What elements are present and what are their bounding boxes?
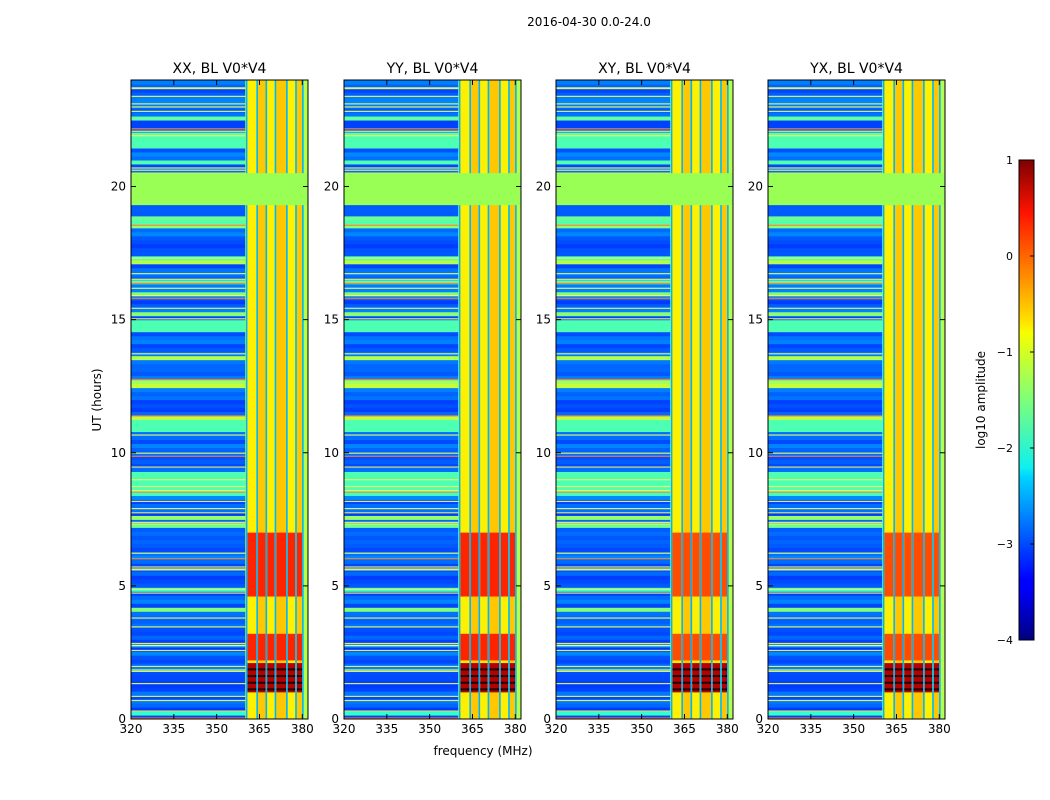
colorbar-label: log10 amplitude bbox=[974, 351, 988, 449]
x-axis-label: frequency (MHz) bbox=[433, 744, 532, 758]
colorbar-gradient bbox=[1018, 159, 1035, 641]
colorbar-tick-label: −3 bbox=[997, 538, 1013, 551]
y-tick-label: 20 bbox=[748, 180, 763, 194]
flagged-block bbox=[768, 173, 945, 206]
y-tick-label: 20 bbox=[324, 180, 339, 194]
x-tick-label: 380 bbox=[504, 722, 527, 736]
x-tick-label: 335 bbox=[587, 722, 610, 736]
panel-title: XX, BL V0*V4 bbox=[173, 61, 267, 77]
colorbar-tick-label: −1 bbox=[997, 346, 1013, 359]
y-tick-label: 10 bbox=[111, 446, 126, 460]
x-tick-label: 320 bbox=[120, 722, 143, 736]
y-tick-label: 0 bbox=[543, 712, 551, 726]
axes-frame bbox=[130, 79, 309, 720]
heatmap-cells bbox=[344, 80, 521, 719]
colorbar-tick-label: 0 bbox=[1006, 250, 1013, 263]
x-tick-label: 350 bbox=[205, 722, 228, 736]
figure-title: 2016-04-30 0.0-24.0 bbox=[527, 15, 651, 29]
x-tick-label: 365 bbox=[885, 722, 908, 736]
y-tick-label: 10 bbox=[748, 446, 763, 460]
panel-4: YX, BL V0*V4 320 335 350 365 380 0 5 10 15 20 bbox=[748, 61, 951, 736]
y-axis-label: UT (hours) bbox=[90, 368, 104, 431]
x-tick-label: 320 bbox=[757, 722, 780, 736]
panel-2: YY, BL V0*V4 320 335 350 365 380 0 5 10 15 20 bbox=[324, 61, 527, 736]
x-tick-label: 350 bbox=[630, 722, 653, 736]
flagged-block bbox=[344, 173, 521, 206]
colorbar: −4 −3 −2 −1 0 1 log10 amplitude bbox=[974, 154, 1035, 647]
x-tick-label: 365 bbox=[248, 722, 271, 736]
x-tick-label: 335 bbox=[162, 722, 185, 736]
panel-title: YX, BL V0*V4 bbox=[809, 61, 903, 77]
colorbar-tick-label: −2 bbox=[997, 442, 1013, 455]
x-tick-label: 350 bbox=[418, 722, 441, 736]
axes-frame bbox=[343, 79, 522, 720]
panel-title: XY, BL V0*V4 bbox=[598, 61, 691, 77]
x-tick-label: 380 bbox=[716, 722, 739, 736]
colorbar-tick-label: 1 bbox=[1006, 154, 1013, 167]
colorbar-ticks: −4 −3 −2 −1 0 1 bbox=[997, 154, 1034, 647]
y-tick-label: 5 bbox=[118, 579, 126, 593]
y-tick-label: 20 bbox=[536, 180, 551, 194]
y-tick-label: 0 bbox=[331, 712, 339, 726]
heatmap-cells bbox=[556, 80, 733, 719]
flagged-block bbox=[556, 173, 733, 206]
panel-1: XX, BL V0*V4 320 335 350 365 380 0 5 10 15 20 bbox=[111, 61, 314, 736]
heatmap-cells bbox=[131, 80, 308, 719]
y-tick-label: 5 bbox=[543, 579, 551, 593]
y-tick-label: 15 bbox=[748, 313, 763, 327]
heatmap-cells bbox=[768, 80, 945, 719]
panel-title: YY, BL V0*V4 bbox=[386, 61, 479, 77]
panel-3: XY, BL V0*V4 320 335 350 365 380 0 5 10 15 20 bbox=[536, 61, 739, 736]
y-tick-label: 20 bbox=[111, 180, 126, 194]
y-tick-label: 10 bbox=[536, 446, 551, 460]
y-tick-label: 15 bbox=[536, 313, 551, 327]
y-tick-label: 15 bbox=[324, 313, 339, 327]
y-tick-label: 10 bbox=[324, 446, 339, 460]
colorbar-tick-label: −4 bbox=[997, 634, 1013, 647]
x-tick-label: 335 bbox=[375, 722, 398, 736]
x-tick-label: 365 bbox=[461, 722, 484, 736]
x-tick-label: 380 bbox=[291, 722, 314, 736]
y-tick-label: 0 bbox=[755, 712, 763, 726]
x-tick-label: 365 bbox=[673, 722, 696, 736]
axes-frame bbox=[555, 79, 734, 720]
x-tick-label: 335 bbox=[799, 722, 822, 736]
x-tick-label: 380 bbox=[928, 722, 951, 736]
x-tick-label: 320 bbox=[545, 722, 568, 736]
x-tick-label: 350 bbox=[842, 722, 865, 736]
flagged-block bbox=[131, 173, 308, 206]
axes-frame bbox=[767, 79, 946, 720]
y-tick-label: 5 bbox=[755, 579, 763, 593]
y-tick-label: 5 bbox=[331, 579, 339, 593]
y-tick-label: 15 bbox=[111, 313, 126, 327]
y-tick-label: 0 bbox=[118, 712, 126, 726]
x-tick-label: 320 bbox=[333, 722, 356, 736]
